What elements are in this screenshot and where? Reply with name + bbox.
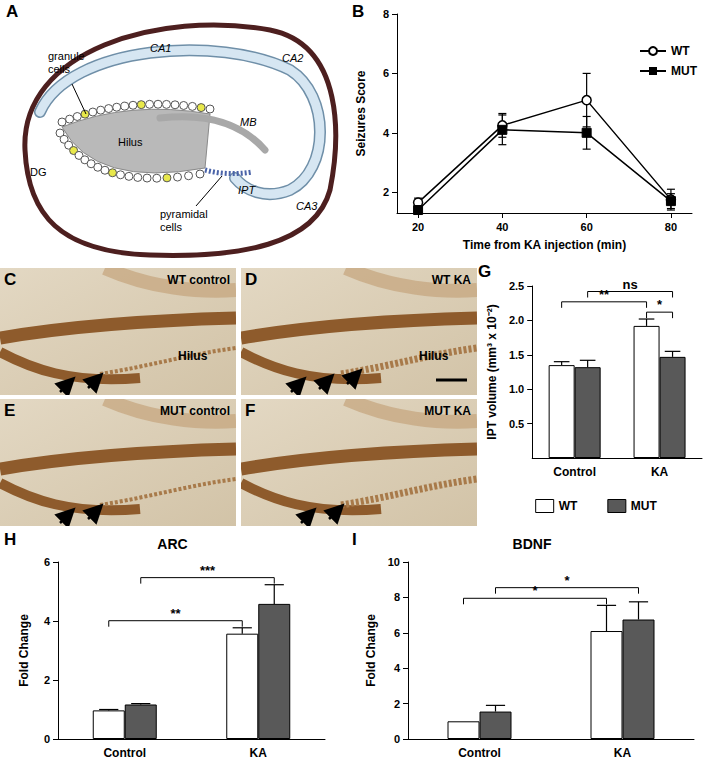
- svg-text:40: 40: [496, 221, 508, 233]
- svg-text:ARC: ARC: [157, 536, 187, 552]
- svg-text:20: 20: [412, 221, 424, 233]
- svg-text:WT KA: WT KA: [432, 273, 472, 287]
- svg-text:MUT control: MUT control: [160, 404, 230, 418]
- svg-text:KA: KA: [651, 465, 669, 479]
- svg-text:WT: WT: [671, 44, 690, 58]
- svg-text:Hilus: Hilus: [118, 136, 143, 148]
- svg-text:CA3: CA3: [296, 200, 318, 212]
- svg-text:**: **: [170, 606, 181, 621]
- svg-text:MB: MB: [240, 116, 257, 128]
- svg-text:granulecells: granulecells: [48, 50, 85, 75]
- svg-text:MUT KA: MUT KA: [424, 404, 471, 418]
- html-text:B: B: [352, 2, 365, 21]
- html-text:I: I: [352, 530, 357, 549]
- svg-text:0.5: 0.5: [509, 418, 524, 430]
- svg-text:IPT volume (mm³ x 10⁻²): IPT volume (mm³ x 10⁻²): [485, 304, 499, 439]
- svg-text:4: 4: [394, 662, 401, 674]
- svg-text:BDNF: BDNF: [513, 536, 552, 552]
- html-text:C: C: [4, 270, 17, 289]
- svg-text:2.0: 2.0: [509, 314, 524, 326]
- svg-text:Control: Control: [458, 746, 501, 760]
- svg-text:CA1: CA1: [150, 42, 171, 54]
- svg-text:0: 0: [394, 733, 400, 745]
- svg-text:*: *: [564, 573, 570, 588]
- svg-text:WT control: WT control: [167, 273, 230, 287]
- svg-text:6: 6: [394, 627, 400, 639]
- svg-text:KA: KA: [250, 746, 268, 760]
- svg-text:CA2: CA2: [282, 52, 303, 64]
- html-text:E: E: [4, 401, 16, 420]
- svg-text:1.5: 1.5: [509, 349, 524, 361]
- svg-text:WT: WT: [559, 499, 578, 513]
- svg-text:IPT: IPT: [238, 184, 256, 196]
- svg-text:80: 80: [665, 221, 677, 233]
- svg-text:6: 6: [383, 67, 389, 79]
- svg-text:60: 60: [581, 221, 593, 233]
- svg-text:2: 2: [383, 186, 389, 198]
- svg-text:Time from KA injection (min): Time from KA injection (min): [463, 238, 626, 252]
- svg-text:Fold Change: Fold Change: [364, 614, 378, 687]
- svg-text:1.0: 1.0: [509, 383, 524, 395]
- svg-text:MUT: MUT: [671, 64, 698, 78]
- html-text:A: A: [6, 2, 19, 21]
- html-text:D: D: [245, 270, 258, 289]
- svg-text:2: 2: [44, 674, 50, 686]
- svg-text:Hilus: Hilus: [419, 349, 449, 363]
- svg-text:*: *: [657, 297, 663, 312]
- svg-text:6: 6: [44, 556, 50, 568]
- svg-text:2: 2: [394, 698, 400, 710]
- html-text:G: G: [478, 262, 492, 281]
- svg-text:DG: DG: [30, 166, 47, 178]
- svg-text:4: 4: [383, 127, 390, 139]
- svg-text:Control: Control: [553, 465, 596, 479]
- svg-text:8: 8: [394, 591, 400, 603]
- html-text:F: F: [245, 401, 256, 420]
- svg-text:Hilus: Hilus: [178, 349, 208, 363]
- svg-text:**: **: [599, 287, 610, 302]
- svg-text:Fold Change: Fold Change: [17, 614, 31, 687]
- svg-text:ns: ns: [623, 277, 638, 292]
- svg-text:2.5: 2.5: [509, 280, 524, 292]
- svg-text:Control: Control: [103, 746, 146, 760]
- svg-text:Seizures Score: Seizures Score: [354, 70, 368, 156]
- svg-text:8: 8: [383, 8, 389, 20]
- svg-text:***: ***: [200, 563, 216, 578]
- svg-text:*: *: [532, 583, 538, 598]
- svg-text:0: 0: [44, 733, 50, 745]
- svg-text:10: 10: [388, 556, 400, 568]
- html-text:H: H: [4, 530, 17, 549]
- svg-text:4: 4: [44, 615, 51, 627]
- svg-text:MUT: MUT: [631, 499, 658, 513]
- svg-text:KA: KA: [614, 746, 632, 760]
- svg-text:pyramidalcells: pyramidalcells: [160, 208, 208, 233]
